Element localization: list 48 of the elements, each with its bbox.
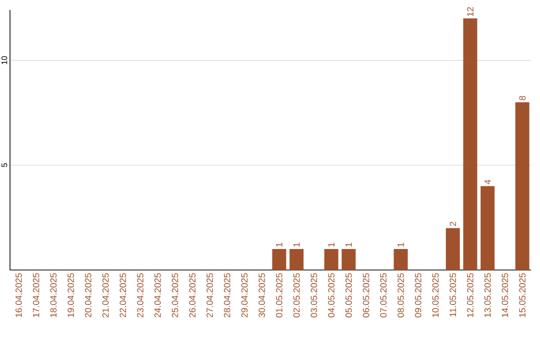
- x-tick-label: 30.04.2025: [258, 273, 265, 318]
- x-tick-label: 19.04.2025: [68, 273, 74, 318]
- x-tick-label: 12.05.2025: [467, 273, 474, 318]
- data-label: 1: [398, 242, 404, 247]
- data-label: 4: [484, 180, 491, 184]
- bar: [480, 186, 495, 270]
- x-tick-label: 15.05.2025: [519, 273, 526, 318]
- x-tick-label: 16.04.2025: [16, 273, 22, 318]
- bar: [515, 102, 530, 270]
- x-tick-label: 23.04.2025: [137, 273, 144, 318]
- bar: [342, 249, 356, 270]
- x-tick-label: 13.05.2025: [484, 273, 491, 318]
- data-label: 8: [519, 96, 526, 100]
- data-label: 1: [293, 242, 300, 247]
- x-tick-label: 01.05.2025: [276, 273, 282, 318]
- x-tick-label: 21.04.2025: [102, 273, 109, 318]
- data-label: 2: [450, 222, 456, 226]
- x-tick-label: 18.04.2025: [50, 273, 57, 318]
- x-tick-label: 17.04.2025: [32, 273, 40, 318]
- x-tick-label: 24.04.2025: [154, 273, 161, 318]
- x-tick-label: 11.05.2025: [450, 273, 456, 316]
- x-tick-label: 03.05.2025: [310, 273, 318, 318]
- x-tick-label: 26.04.2025: [189, 273, 196, 318]
- data-label: 12: [467, 7, 474, 16]
- x-tick-label: 28.04.2025: [224, 273, 230, 318]
- data-label: 1: [346, 242, 352, 247]
- x-tick-label: 05.05.2025: [345, 273, 352, 318]
- bar: [463, 18, 478, 270]
- bar: [290, 249, 304, 270]
- x-tick-label: 27.04.2025: [206, 273, 213, 318]
- bar: [446, 228, 460, 270]
- x-tick-label: 09.05.2025: [414, 273, 422, 318]
- x-tick-label: 02.05.2025: [293, 273, 300, 318]
- x-tick-label: 14.05.2025: [502, 273, 508, 318]
- x-tick-label: 08.05.2025: [398, 273, 404, 318]
- x-tick-label: 07.05.2025: [380, 273, 387, 318]
- x-tick-label: 22.04.2025: [120, 273, 126, 318]
- x-tick-label: 29.04.2025: [241, 273, 248, 318]
- x-tick-label: 04.05.2025: [328, 273, 334, 318]
- data-label: 1: [328, 242, 334, 247]
- x-tick-label: 06.05.2025: [362, 273, 370, 318]
- x-tick-label: 10.05.2025: [432, 273, 439, 318]
- bar: [324, 249, 338, 270]
- bar: [272, 249, 286, 270]
- x-tick-label: 20.04.2025: [84, 273, 92, 318]
- x-tick-label: 25.04.2025: [172, 273, 178, 318]
- data-label: 1: [276, 242, 282, 247]
- bar: [394, 249, 408, 270]
